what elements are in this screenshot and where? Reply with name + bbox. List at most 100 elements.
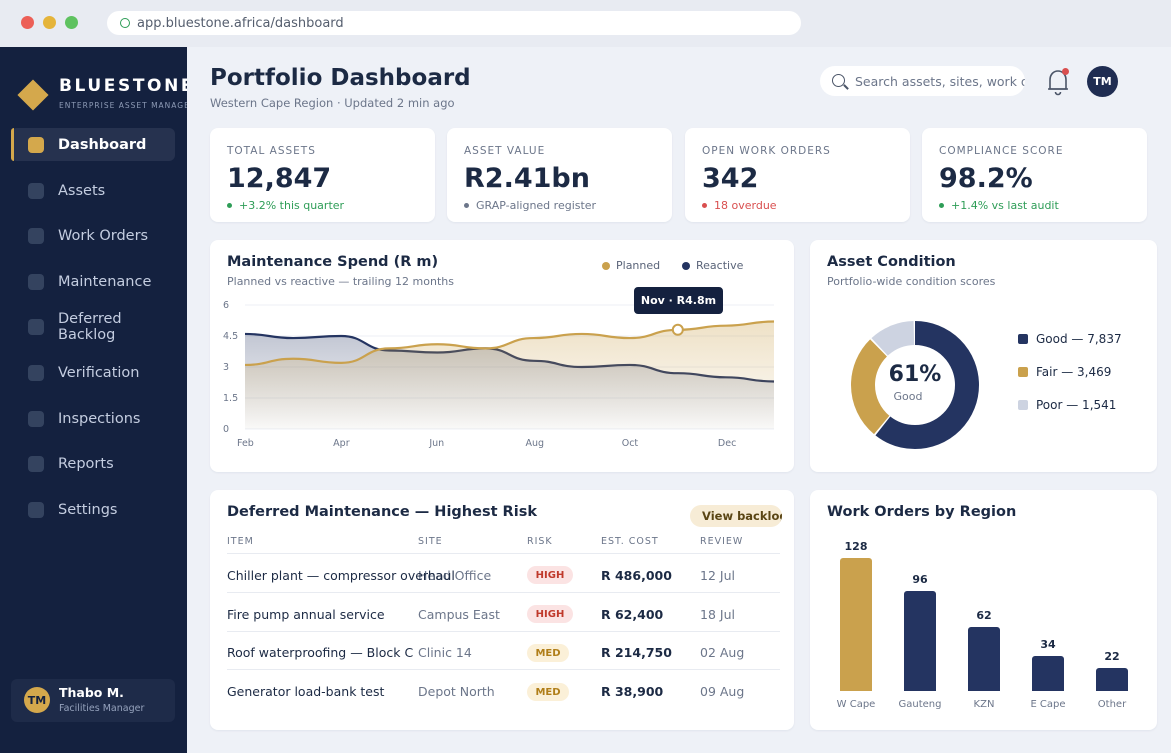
cell-item: Generator load-bank test (227, 684, 385, 699)
risk-badge: HIGH (527, 605, 573, 623)
bar-value-label: 128 (844, 540, 868, 553)
legend-planned: Planned (602, 259, 660, 272)
sidebar-item-reports[interactable]: Reports (11, 447, 175, 480)
x-tick-label: Feb (237, 438, 254, 449)
column-header-cost: EST. COST (601, 536, 659, 547)
kpi-trend: 18 overdue (702, 199, 777, 212)
bar (1096, 668, 1128, 691)
bar-value-label: 96 (912, 573, 928, 587)
kpi-label: ASSET VALUE (464, 145, 546, 157)
brand-logo-icon (17, 79, 49, 111)
close-window-button[interactable] (21, 16, 34, 29)
chart-title: Maintenance Spend (R m) (227, 254, 439, 270)
page-subtitle: Western Cape Region · Updated 2 min ago (210, 96, 455, 110)
user-profile-card[interactable]: TM Thabo M. Facilities Manager (11, 679, 175, 722)
kpi-value: 12,847 (227, 163, 332, 194)
sidebar-item-label: Reports (58, 455, 114, 472)
kpi-card-open-work-orders: OPEN WORK ORDERS 342 18 overdue (685, 128, 910, 222)
address-bar[interactable]: app.bluestone.africa/dashboard (107, 11, 801, 35)
kpi-card-compliance-score: COMPLIANCE SCORE 98.2% +1.4% vs last aud… (922, 128, 1147, 222)
risk-badge: HIGH (527, 566, 573, 584)
chart-subtitle: Planned vs reactive — trailing 12 months (227, 275, 454, 288)
column-header-item: ITEM (227, 536, 254, 547)
y-tick-label: 6 (223, 300, 229, 311)
deferred-maintenance-card: Deferred Maintenance — Highest Risk (210, 490, 794, 730)
brand-name: BLUESTONE (59, 76, 187, 96)
chart-subtitle: Portfolio-wide condition scores (827, 275, 996, 288)
x-tick-label: Apr (333, 438, 350, 449)
bar-category-label: KZN (973, 699, 995, 710)
sidebar-item-deferred-backlog[interactable]: Deferred Backlog (11, 310, 175, 343)
kpi-trend: +1.4% vs last audit (939, 199, 1059, 212)
sidebar-item-label: Dashboard (58, 136, 147, 153)
search-input[interactable]: Search assets, sites, work orders (820, 66, 1025, 96)
chart-title: Asset Condition (827, 254, 956, 270)
column-header-risk: RISK (527, 536, 553, 547)
donut-center-label: Good (893, 390, 923, 403)
search-placeholder: Search assets, sites, work orders (855, 73, 1025, 89)
sidebar-item-label: Maintenance (58, 273, 152, 290)
brand-tagline: ENTERPRISE ASSET MANAGEMENT (59, 101, 187, 110)
view-backlog-button[interactable]: View backlog (690, 505, 782, 527)
asset-condition-donut (851, 321, 979, 449)
sidebar-item-label: Assets (58, 182, 106, 199)
bar-category-label: E Cape (1030, 699, 1066, 710)
cell-review: 12 Jul (700, 568, 735, 583)
user-avatar: TM (24, 687, 50, 713)
settings-icon (28, 502, 44, 518)
cell-site: Head Office (418, 568, 492, 583)
inspections-icon (28, 411, 44, 427)
kpi-value: 98.2% (939, 163, 1033, 194)
table-divider (227, 669, 780, 670)
x-tick-label: Oct (622, 438, 639, 449)
minimize-window-button[interactable] (43, 16, 56, 29)
x-tick-label: Jun (428, 438, 444, 449)
cell-item: Chiller plant — compressor overhaul (227, 568, 455, 583)
sidebar-item-inspections[interactable]: Inspections (11, 402, 175, 435)
kpi-label: TOTAL ASSETS (227, 145, 316, 157)
legend-poor: Poor — 1,541 (1018, 398, 1116, 412)
bar-category-label: Other (1097, 699, 1127, 710)
notification-bell-icon[interactable] (1046, 67, 1070, 97)
backlog-icon (28, 319, 44, 335)
sidebar-item-assets[interactable]: Assets (11, 174, 175, 207)
maintenance-icon (28, 274, 44, 290)
x-tick-label: Aug (526, 438, 545, 449)
sidebar-item-settings[interactable]: Settings (11, 493, 175, 526)
legend-good: Good — 7,837 (1018, 332, 1122, 346)
sidebar-item-maintenance[interactable]: Maintenance (11, 265, 175, 298)
legend-fair: Fair — 3,469 (1018, 365, 1111, 379)
cell-cost: R 214,750 (601, 645, 672, 660)
kpi-label: OPEN WORK ORDERS (702, 145, 831, 157)
table-divider (227, 553, 780, 554)
avatar[interactable]: TM (1087, 66, 1118, 97)
sidebar-item-work-orders[interactable]: Work Orders (11, 219, 175, 252)
cell-site: Clinic 14 (418, 645, 472, 660)
sidebar-item-label: Deferred Backlog (58, 310, 122, 343)
maximize-window-button[interactable] (65, 16, 78, 29)
sidebar-item-dashboard[interactable]: Dashboard (11, 128, 175, 161)
cell-cost: R 38,900 (601, 684, 664, 699)
sidebar: BLUESTONE ENTERPRISE ASSET MANAGEMENT Da… (0, 47, 187, 753)
kpi-value: 342 (702, 163, 759, 194)
verification-icon (28, 365, 44, 381)
kpi-label: COMPLIANCE SCORE (939, 145, 1064, 157)
y-tick-label: 1.5 (223, 393, 238, 404)
y-tick-label: 4.5 (223, 331, 238, 342)
chart-tooltip: Nov · R4.8m (634, 287, 723, 314)
work-orders-icon (28, 228, 44, 244)
kpi-trend: GRAP-aligned register (464, 199, 596, 212)
sidebar-item-verification[interactable]: Verification (11, 356, 175, 389)
risk-badge: MED (527, 683, 569, 701)
chart-title: Work Orders by Region (827, 504, 1017, 520)
bar-value-label: 62 (976, 608, 992, 622)
legend-reactive: Reactive (682, 259, 743, 272)
cell-cost: R 486,000 (601, 568, 672, 583)
bar-value-label: 22 (1104, 650, 1120, 664)
table-divider (227, 592, 780, 593)
browser-toolbar: app.bluestone.africa/dashboard (0, 0, 1171, 47)
kpi-card-asset-value: ASSET VALUE R2.41bn GRAP-aligned registe… (447, 128, 672, 222)
cell-item: Fire pump annual service (227, 607, 385, 622)
table-title: Deferred Maintenance — Highest Risk (227, 504, 537, 520)
cell-site: Campus East (418, 607, 500, 622)
